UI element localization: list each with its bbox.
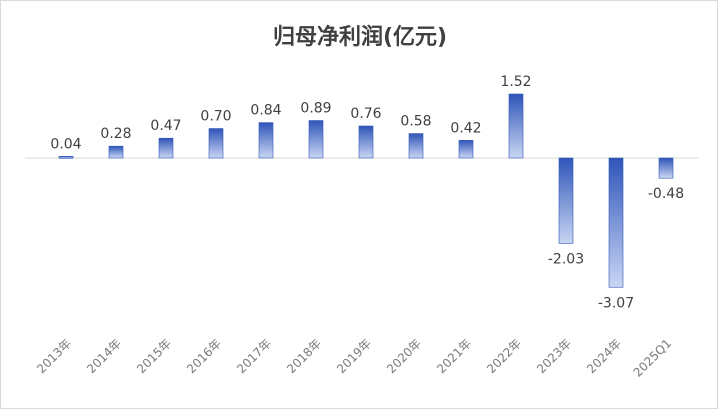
bar-11 — [558, 157, 574, 244]
x-tick-label-5: 2017年 — [234, 336, 274, 376]
bar-2 — [108, 145, 124, 159]
data-label-12: -3.07 — [598, 295, 634, 311]
x-tick-label-6: 2018年 — [284, 336, 324, 376]
x-tick-label-3: 2015年 — [134, 336, 174, 376]
data-label-5: 0.84 — [250, 103, 281, 119]
x-tick-label-13: 2025Q1 — [631, 336, 675, 380]
bar-10 — [508, 93, 524, 159]
bar-6 — [308, 120, 324, 159]
data-label-3: 0.47 — [150, 118, 181, 134]
bar-13 — [658, 157, 674, 179]
x-tick-label-11: 2023年 — [534, 336, 574, 376]
data-label-9: 0.42 — [450, 120, 481, 136]
x-tick-label-8: 2020年 — [384, 336, 424, 376]
x-tick-label-10: 2022年 — [484, 336, 524, 376]
data-label-7: 0.76 — [350, 106, 381, 122]
bar-9 — [458, 140, 474, 159]
data-label-2: 0.28 — [100, 126, 131, 142]
x-tick-label-4: 2016年 — [184, 336, 224, 376]
x-tick-label-7: 2019年 — [334, 336, 374, 376]
bar-12 — [608, 157, 624, 288]
bar-5 — [258, 122, 274, 159]
bar-1 — [58, 156, 74, 159]
data-label-8: 0.58 — [400, 114, 431, 130]
bar-4 — [208, 128, 224, 159]
x-tick-label-1: 2013年 — [34, 336, 74, 376]
data-label-4: 0.70 — [200, 109, 231, 125]
data-label-11: -2.03 — [548, 251, 584, 267]
bar-3 — [158, 137, 174, 159]
bar-8 — [408, 133, 424, 159]
data-label-10: 1.52 — [500, 74, 531, 90]
chart-title: 归母净利润(亿元) — [272, 25, 448, 50]
data-label-1: 0.04 — [50, 136, 81, 152]
x-tick-label-12: 2024年 — [584, 336, 624, 376]
x-tick-label-2: 2014年 — [84, 336, 124, 376]
x-tick-label-9: 2021年 — [434, 336, 474, 376]
bar-7 — [358, 125, 374, 159]
data-label-13: -0.48 — [648, 186, 684, 202]
data-label-6: 0.89 — [300, 101, 331, 117]
